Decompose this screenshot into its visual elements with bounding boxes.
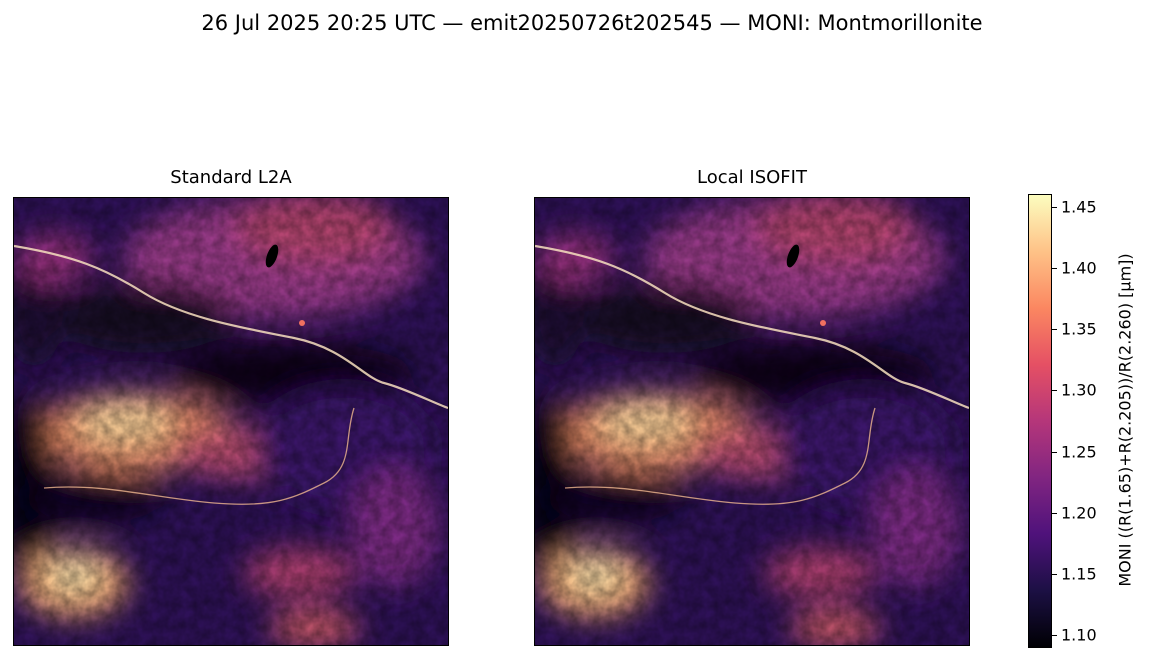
heatmap-panel-local-isofit [534,197,970,646]
colorbar-tick-label: 1.45 [1061,197,1097,217]
colorbar-tick [1052,451,1057,453]
figure-title: 26 Jul 2025 20:25 UTC — emit20250726t202… [201,11,983,35]
heatmap-panel-standard-l2a [13,197,449,646]
colorbar-tick [1052,390,1057,392]
colorbar-label: MONI ((R(1.65)+R(2.205))/R(2.260) [µm]) [1115,253,1135,587]
colorbar-tick-label: 1.35 [1061,319,1097,339]
colorbar-tick-label: 1.25 [1061,442,1097,462]
colorbar-tick [1052,512,1057,514]
colorbar-tick-label: 1.20 [1061,503,1097,523]
heatmap-image [14,198,448,645]
colorbar-tick [1052,634,1057,636]
colorbar-tick [1052,573,1057,575]
panel-title-local-isofit: Local ISOFIT [697,167,807,188]
heatmap-image [535,198,969,645]
colorbar-tick [1052,329,1057,331]
panel-title-standard-l2a: Standard L2A [170,167,292,188]
colorbar-tick-label: 1.10 [1061,625,1097,645]
colorbar-tick-label: 1.40 [1061,258,1097,278]
colorbar-tick [1052,268,1057,270]
colorbar-tick-label: 1.15 [1061,564,1097,584]
colorbar-tick-label: 1.30 [1061,380,1097,400]
colorbar-tick [1052,207,1057,209]
colorbar-ticks: 1.10 1.15 1.20 1.25 1.30 1.35 1.40 1.45 [1052,0,1112,661]
colorbar [1028,194,1052,648]
